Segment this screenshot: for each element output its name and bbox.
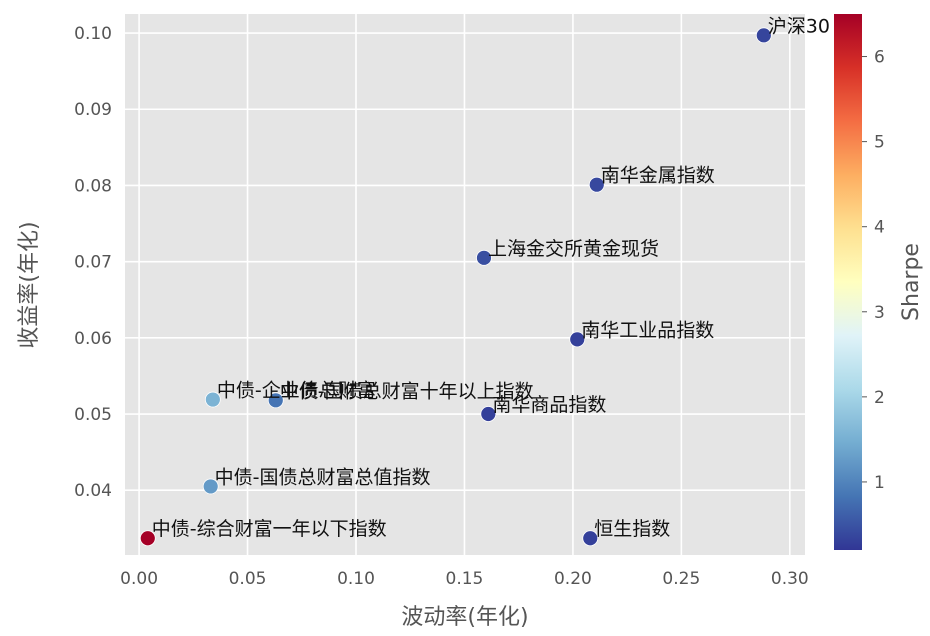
colorbar	[834, 14, 862, 550]
x-tick-label: 0.15	[446, 569, 484, 589]
data-point	[588, 176, 605, 193]
x-tick-label: 0.30	[771, 569, 809, 589]
point-label: 中债-企业债总财富	[217, 380, 376, 402]
data-point	[204, 391, 221, 408]
y-tick-label: 0.07	[74, 253, 112, 273]
point-label: 中债-国债总财富十年以上指数	[280, 380, 534, 402]
colorbar-tick-label: 5	[874, 133, 885, 153]
point-label: 沪深30	[768, 15, 830, 37]
data-point	[139, 530, 156, 547]
x-axis-ticks: 0.00 0.05 0.10 0.15 0.20 0.25 0.30	[120, 569, 809, 589]
x-tick-label: 0.20	[554, 569, 592, 589]
grid-lines	[125, 14, 805, 555]
data-point	[755, 27, 772, 44]
point-label: 南华金属指数	[601, 165, 715, 187]
colorbar-tick-label: 1	[874, 473, 885, 493]
point-label: 上海金交所黄金现货	[488, 238, 659, 260]
x-tick-label: 0.10	[337, 569, 375, 589]
colorbar-tick-label: 6	[874, 48, 885, 68]
x-tick-label: 0.00	[120, 569, 158, 589]
data-point	[480, 406, 497, 422]
y-tick-label: 0.10	[74, 24, 112, 44]
y-tick-label: 0.05	[74, 405, 112, 425]
colorbar-ticks: 1 2 3 4 5 6	[862, 48, 885, 493]
point-label: 南华商品指数	[492, 394, 606, 416]
x-tick-label: 0.25	[662, 569, 700, 589]
point-label: 恒生指数	[594, 518, 670, 540]
data-point	[569, 331, 586, 348]
point-label: 中债-综合财富一年以下指数	[152, 518, 387, 540]
x-axis-label: 波动率(年化)	[401, 605, 528, 630]
colorbar-tick-label: 4	[874, 218, 885, 238]
data-point	[582, 530, 599, 547]
point-labels: 沪深30南华金属指数上海金交所黄金现货南华工业品指数中债-企业债总财富中债-国债…	[152, 15, 830, 540]
point-label: 南华工业品指数	[581, 319, 714, 341]
point-label: 中债-国债总财富总值指数	[215, 466, 431, 488]
colorbar-tick-label: 2	[874, 388, 885, 408]
data-points	[139, 27, 772, 547]
x-tick-label: 0.05	[229, 569, 267, 589]
y-axis-ticks: 0.04 0.05 0.06 0.07 0.08 0.09 0.10	[74, 24, 112, 501]
colorbar-tick-label: 3	[874, 303, 885, 323]
y-tick-label: 0.04	[74, 481, 112, 501]
data-point	[476, 249, 492, 266]
y-tick-label: 0.08	[74, 176, 112, 196]
data-point	[202, 478, 219, 495]
colorbar-label: Sharpe	[899, 243, 924, 321]
y-axis-label: 收益率(年化)	[17, 221, 42, 348]
y-tick-label: 0.09	[74, 100, 112, 120]
y-tick-label: 0.06	[74, 329, 112, 349]
data-point	[267, 392, 284, 409]
